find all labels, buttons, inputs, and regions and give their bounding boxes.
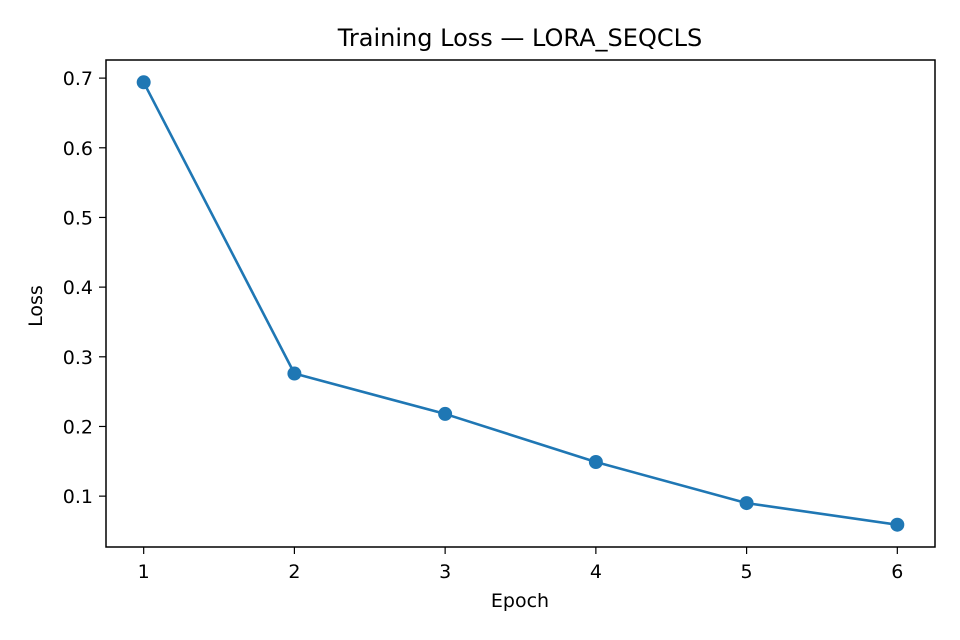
x-axis-label: Epoch — [491, 590, 549, 612]
data-point — [438, 406, 453, 421]
y-tick-label: 0.4 — [63, 277, 93, 299]
plot-area-frame — [105, 59, 936, 548]
y-axis-label: Loss — [25, 285, 47, 327]
data-point — [136, 75, 151, 90]
x-tick-label: 2 — [288, 561, 300, 583]
y-tick-label: 0.5 — [63, 207, 93, 229]
axis-ticks: 1 2 3 4 5 6 0.1 0.2 0.3 0.4 0.5 0.6 0.7 — [63, 68, 904, 583]
series-layer — [136, 75, 905, 532]
y-tick-label: 0.7 — [63, 68, 93, 90]
x-tick-label: 4 — [590, 561, 602, 583]
data-point — [287, 366, 302, 381]
data-point — [890, 517, 905, 532]
y-tick-label: 0.6 — [63, 138, 93, 160]
y-tick-label: 0.1 — [63, 486, 93, 508]
data-point — [588, 455, 603, 470]
x-tick-label: 5 — [741, 561, 753, 583]
y-tick-label: 0.2 — [63, 416, 93, 438]
y-tick-label: 0.3 — [63, 347, 93, 369]
data-point — [739, 496, 754, 511]
x-tick-label: 6 — [891, 561, 903, 583]
x-tick-label: 1 — [138, 561, 150, 583]
series-line — [142, 80, 899, 527]
x-tick-label: 3 — [439, 561, 451, 583]
chart-title: Training Loss — LORA_SEQCLS — [337, 24, 702, 52]
